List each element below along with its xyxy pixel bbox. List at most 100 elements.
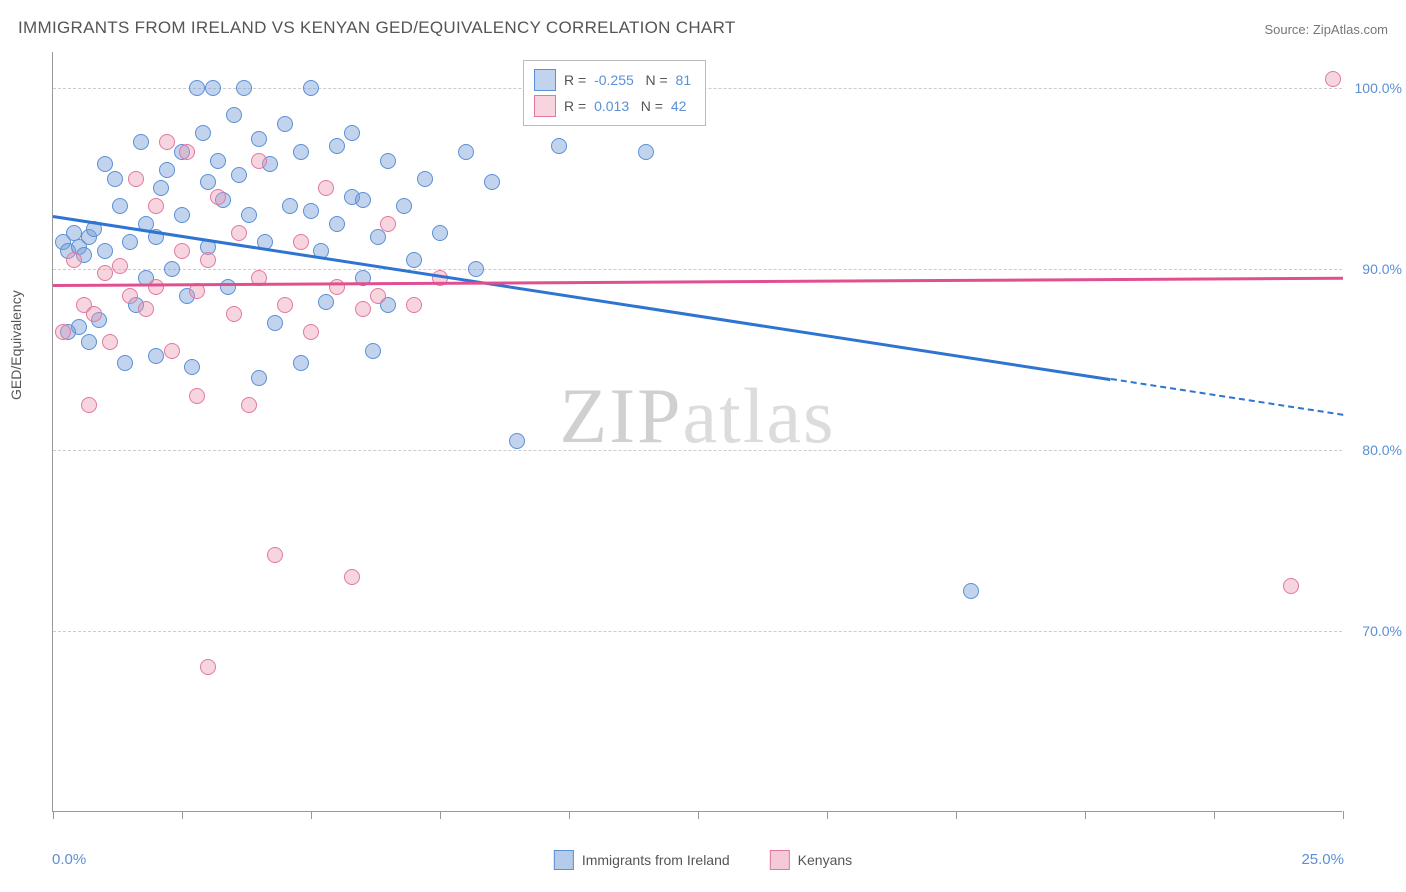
legend-swatch	[534, 95, 556, 117]
data-point	[153, 180, 169, 196]
data-point	[458, 144, 474, 160]
data-point	[107, 171, 123, 187]
data-point	[220, 279, 236, 295]
data-point	[236, 80, 252, 96]
data-point	[329, 216, 345, 232]
data-point	[112, 258, 128, 274]
data-point	[344, 569, 360, 585]
data-point	[97, 265, 113, 281]
data-point	[210, 189, 226, 205]
data-point	[432, 225, 448, 241]
data-point	[380, 153, 396, 169]
data-point	[365, 343, 381, 359]
data-point	[277, 116, 293, 132]
data-point	[303, 324, 319, 340]
watermark: ZIPatlas	[560, 371, 836, 461]
legend-label: Kenyans	[798, 852, 852, 868]
data-point	[355, 301, 371, 317]
data-point	[344, 125, 360, 141]
bottom-legend-item: Immigrants from Ireland	[554, 850, 730, 870]
data-point	[226, 306, 242, 322]
data-point	[81, 334, 97, 350]
data-point	[396, 198, 412, 214]
plot-area: ZIPatlas 70.0%80.0%90.0%100.0%R = -0.255…	[52, 52, 1342, 812]
trend-line	[1111, 378, 1343, 416]
gridline	[53, 269, 1342, 270]
data-point	[97, 156, 113, 172]
data-point	[267, 547, 283, 563]
x-tick	[440, 811, 441, 819]
data-point	[102, 334, 118, 350]
bottom-legend: Immigrants from Ireland Kenyans	[554, 850, 852, 870]
trend-line	[53, 215, 1111, 381]
data-point	[417, 171, 433, 187]
x-tick	[1085, 811, 1086, 819]
data-point	[484, 174, 500, 190]
data-point	[86, 306, 102, 322]
x-tick	[311, 811, 312, 819]
x-tick	[569, 811, 570, 819]
data-point	[1325, 71, 1341, 87]
data-point	[210, 153, 226, 169]
legend-stats: R = 0.013 N = 42	[564, 98, 686, 114]
data-point	[355, 192, 371, 208]
data-point	[406, 252, 422, 268]
bottom-legend-item: Kenyans	[770, 850, 852, 870]
data-point	[638, 144, 654, 160]
legend-swatch	[770, 850, 790, 870]
data-point	[251, 153, 267, 169]
data-point	[55, 324, 71, 340]
data-point	[200, 659, 216, 675]
legend-row: R = -0.255 N = 81	[534, 67, 691, 93]
x-tick	[956, 811, 957, 819]
data-point	[509, 433, 525, 449]
y-axis-label: GED/Equivalency	[8, 290, 24, 400]
y-tick-label: 80.0%	[1362, 442, 1402, 458]
data-point	[66, 252, 82, 268]
data-point	[81, 397, 97, 413]
data-point	[231, 225, 247, 241]
gridline	[53, 631, 1342, 632]
data-point	[200, 174, 216, 190]
data-point	[1283, 578, 1299, 594]
data-point	[318, 294, 334, 310]
data-point	[174, 207, 190, 223]
y-tick-label: 70.0%	[1362, 623, 1402, 639]
data-point	[551, 138, 567, 154]
data-point	[189, 388, 205, 404]
legend-stats: R = -0.255 N = 81	[564, 72, 691, 88]
data-point	[303, 203, 319, 219]
x-tick	[1214, 811, 1215, 819]
x-tick	[1343, 811, 1344, 819]
legend-row: R = 0.013 N = 42	[534, 93, 691, 119]
data-point	[318, 180, 334, 196]
legend-swatch	[534, 69, 556, 91]
data-point	[164, 261, 180, 277]
data-point	[112, 198, 128, 214]
data-point	[117, 355, 133, 371]
data-point	[128, 171, 144, 187]
data-point	[200, 252, 216, 268]
data-point	[122, 288, 138, 304]
y-tick-label: 100.0%	[1355, 80, 1402, 96]
data-point	[282, 198, 298, 214]
data-point	[267, 315, 283, 331]
data-point	[251, 370, 267, 386]
data-point	[148, 279, 164, 295]
data-point	[468, 261, 484, 277]
data-point	[303, 80, 319, 96]
data-point	[370, 288, 386, 304]
data-point	[205, 80, 221, 96]
data-point	[159, 162, 175, 178]
data-point	[159, 134, 175, 150]
legend-swatch	[554, 850, 574, 870]
x-axis-max-label: 25.0%	[1301, 851, 1344, 868]
x-axis-min-label: 0.0%	[52, 851, 86, 868]
x-tick	[698, 811, 699, 819]
data-point	[97, 243, 113, 259]
data-point	[138, 301, 154, 317]
data-point	[293, 234, 309, 250]
chart-title: IMMIGRANTS FROM IRELAND VS KENYAN GED/EQ…	[18, 18, 736, 38]
trend-line	[53, 276, 1343, 286]
data-point	[241, 397, 257, 413]
